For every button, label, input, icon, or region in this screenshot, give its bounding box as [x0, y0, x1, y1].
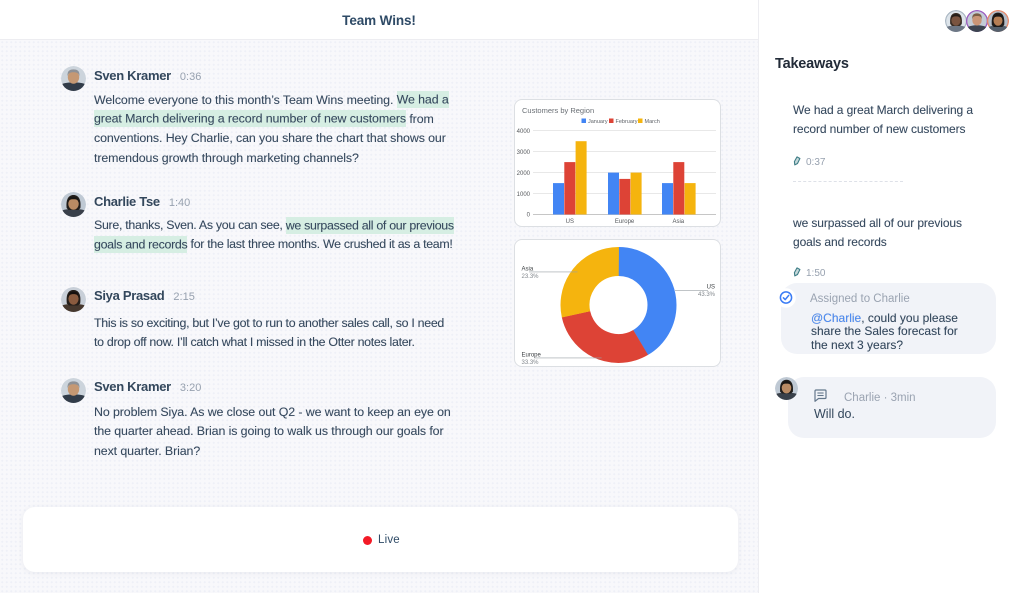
svg-text:3000: 3000	[517, 150, 531, 156]
svg-text:US: US	[707, 285, 715, 291]
svg-text:43.3%: 43.3%	[698, 292, 716, 298]
svg-text:0: 0	[527, 213, 531, 219]
svg-text:Europe: Europe	[615, 219, 635, 225]
svg-text:23.3%: 23.3%	[522, 274, 540, 280]
svg-text:2000: 2000	[517, 171, 531, 177]
svg-text:March: March	[645, 119, 660, 125]
svg-text:January: January	[588, 119, 608, 125]
svg-text:Asia: Asia	[522, 267, 534, 273]
svg-text:Customers by Region: Customers by Region	[522, 106, 594, 115]
svg-text:Europe: Europe	[522, 353, 542, 359]
svg-text:1000: 1000	[517, 192, 531, 198]
svg-text:Asia: Asia	[672, 219, 684, 225]
svg-text:US: US	[566, 219, 574, 225]
svg-text:February: February	[616, 119, 638, 125]
svg-text:33.3%: 33.3%	[522, 360, 540, 366]
svg-text:4000: 4000	[517, 129, 531, 135]
